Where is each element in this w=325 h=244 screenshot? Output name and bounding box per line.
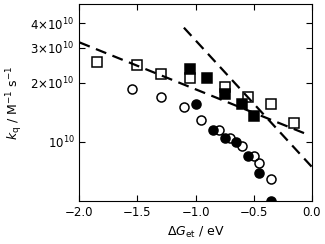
X-axis label: $\Delta G_{\mathrm{et}}$ / eV: $\Delta G_{\mathrm{et}}$ / eV [167,225,224,240]
Y-axis label: $k_{\mathrm{q}}$ / M$^{-1}$ s$^{-1}$: $k_{\mathrm{q}}$ / M$^{-1}$ s$^{-1}$ [4,66,25,140]
